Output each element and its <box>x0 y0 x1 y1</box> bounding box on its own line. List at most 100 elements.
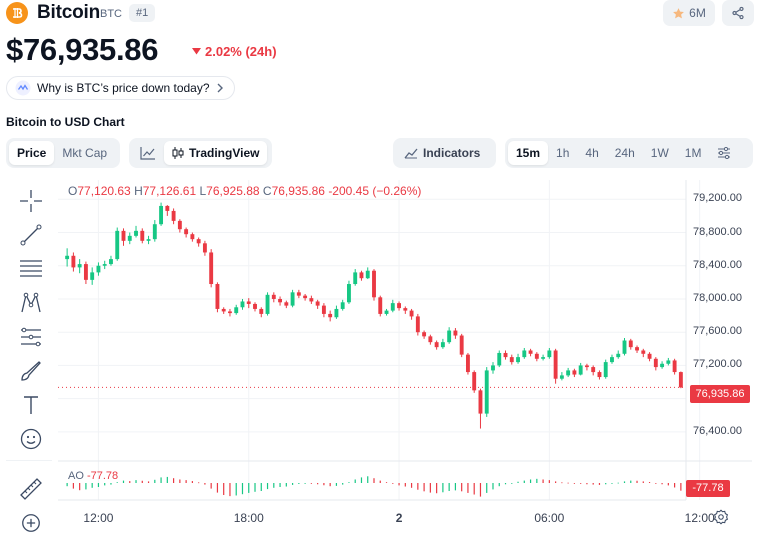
candle-body <box>303 295 308 299</box>
ao-bar <box>398 483 400 486</box>
ao-bar <box>348 482 350 483</box>
watchlist-button[interactable]: 6M <box>663 0 715 26</box>
tab-price[interactable]: Price <box>9 141 55 165</box>
ao-bar <box>97 483 100 487</box>
coin-name: Bitcoin <box>37 2 100 23</box>
gear-icon <box>713 509 729 525</box>
brush-tool[interactable] <box>18 358 44 384</box>
ao-bar <box>498 483 500 487</box>
candle-body <box>647 353 652 359</box>
line-chart-button[interactable] <box>132 141 164 165</box>
candle-change: -200.45 (−0.26%) <box>328 184 422 198</box>
candle <box>647 352 652 362</box>
candle-body <box>378 297 383 314</box>
ao-bar <box>385 482 388 483</box>
ao-bar <box>611 483 613 484</box>
emoji-icon <box>20 428 42 450</box>
candle-body <box>372 270 376 298</box>
ao-bar <box>410 483 413 488</box>
ao-bar <box>135 480 137 483</box>
interval-1m[interactable]: 1M <box>684 146 702 160</box>
candle-body <box>484 370 489 414</box>
candle-body <box>152 224 157 240</box>
trend-line-tool[interactable] <box>18 222 44 248</box>
candle-body <box>359 272 364 279</box>
candle <box>140 228 145 244</box>
candle <box>559 372 564 381</box>
candle-body <box>635 347 639 351</box>
candle-body <box>453 330 458 336</box>
brush-icon <box>21 361 41 381</box>
ao-bar <box>555 481 557 483</box>
fib-lines-tool[interactable] <box>18 256 44 282</box>
ao-bar <box>517 481 519 483</box>
candle-body <box>566 370 571 376</box>
candle-body <box>572 370 577 375</box>
candle <box>653 357 658 371</box>
ao-bar <box>279 483 281 487</box>
interval-1w[interactable]: 1W <box>650 146 669 160</box>
candle <box>303 293 308 301</box>
emoji-tool[interactable] <box>18 426 44 452</box>
ao-bar <box>360 477 363 483</box>
candle <box>215 282 220 313</box>
ao-bar <box>479 483 482 497</box>
y-axis-tick-label: 78,800.00 <box>693 225 742 238</box>
candle-body <box>541 357 546 359</box>
candle <box>522 347 527 359</box>
interval-24h[interactable]: 24h <box>614 146 635 160</box>
candle <box>334 305 339 319</box>
interval-4h[interactable]: 4h <box>585 146 599 160</box>
ao-bar <box>172 478 175 483</box>
candle <box>415 313 420 336</box>
candle-body <box>102 264 107 266</box>
zoom-in-tool[interactable] <box>18 510 44 536</box>
candle <box>566 367 571 378</box>
chart-settings-gear[interactable] <box>712 508 730 526</box>
close-label: C <box>262 184 272 198</box>
chart-settings-button[interactable] <box>709 141 739 165</box>
drawing-toolbar <box>6 180 56 536</box>
candle-body <box>340 302 345 309</box>
candle <box>102 260 107 270</box>
crosshair-tool[interactable] <box>18 188 44 214</box>
ao-bar <box>185 480 187 483</box>
ao-bar <box>617 482 619 484</box>
candle <box>190 232 195 242</box>
ao-bar <box>454 483 457 491</box>
indicators-button[interactable]: Indicators <box>396 141 488 165</box>
projection-tool[interactable] <box>18 324 44 350</box>
ao-bar <box>329 483 331 487</box>
candle-body <box>678 372 683 388</box>
share-button[interactable] <box>722 0 754 26</box>
candle <box>528 348 533 357</box>
tab-mkt-cap[interactable]: Mkt Cap <box>62 146 108 160</box>
candle <box>534 352 539 362</box>
candle <box>572 368 577 378</box>
ao-bar <box>442 483 444 493</box>
text-tool[interactable] <box>18 392 44 418</box>
price-change-24h: 2.02% (24h) <box>192 44 277 59</box>
candle <box>365 267 370 280</box>
ao-bar <box>467 483 469 493</box>
candle-body <box>290 292 295 306</box>
candle <box>440 338 445 349</box>
candle-body <box>622 340 627 354</box>
candle <box>271 292 276 303</box>
ruler-icon <box>20 478 42 500</box>
candle <box>209 249 214 288</box>
candle <box>146 235 151 245</box>
why-price-down-button[interactable]: Why is BTC’s price down today? <box>6 76 235 100</box>
chevron-right-icon <box>217 83 223 93</box>
ruler-tool[interactable] <box>18 476 44 502</box>
pattern-tool[interactable] <box>18 290 44 316</box>
ao-bar <box>648 482 651 483</box>
candle <box>152 220 157 242</box>
interval-1h[interactable]: 1h <box>556 146 570 160</box>
interval-15m[interactable]: 15m <box>508 141 549 165</box>
candle <box>478 388 483 429</box>
candle-body <box>171 210 176 221</box>
ao-bar <box>229 483 231 497</box>
tradingview-button[interactable]: TradingView <box>164 141 268 165</box>
